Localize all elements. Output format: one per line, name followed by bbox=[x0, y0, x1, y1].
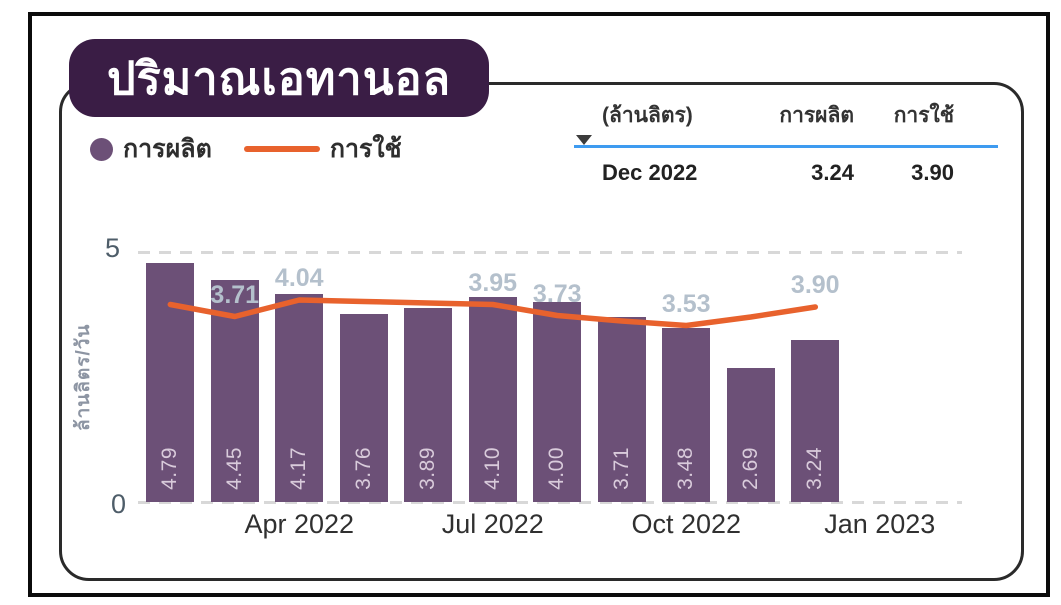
x-tick-oct-2022: Oct 2022 bbox=[631, 509, 742, 539]
table-header-unit[interactable]: (ล้านลิตร) bbox=[602, 104, 693, 127]
bar-aug-2022[interactable]: 4.00 bbox=[533, 302, 582, 502]
chart-card: การผลิต การใช้ (ล้านลิตร) การผลิต การใช้… bbox=[59, 82, 1024, 581]
table-cell-production: 3.24 bbox=[811, 160, 854, 185]
sort-descending-icon[interactable] bbox=[576, 135, 592, 145]
bar-slot: 3.71 bbox=[590, 252, 655, 502]
usage-line[interactable] bbox=[138, 252, 912, 502]
table-header-row: (ล้านลิตร) การผลิต การใช้ bbox=[574, 99, 954, 133]
legend: การผลิต การใช้ bbox=[90, 129, 402, 169]
bar-slot: 2.69 bbox=[719, 252, 784, 502]
gridline-0 bbox=[138, 501, 962, 504]
y-tick-5: 5 bbox=[104, 233, 120, 263]
table-header-usage[interactable]: การใช้ bbox=[893, 104, 954, 127]
usage-line-path[interactable] bbox=[167, 297, 819, 329]
chart-area: 5 0 ล้านลิตร/วัน 4.79 4.45 4.17 3.76 3.89 4.1… bbox=[62, 85, 1021, 578]
plot-area: 4.79 4.45 4.17 3.76 3.89 4.10 4.00 3.71 3.48 2.69… bbox=[138, 251, 962, 504]
bar-jul-2022[interactable]: 4.10 bbox=[468, 297, 517, 502]
page-title: ปริมาณเอทานอล bbox=[106, 53, 452, 104]
usage-line-swatch-icon bbox=[243, 146, 320, 152]
bar-slot: 4.10 bbox=[461, 252, 526, 502]
table-cell-usage: 3.90 bbox=[911, 160, 954, 185]
x-axis: Apr 2022 Jul 2022 Oct 2022 Jan 2023 bbox=[138, 509, 962, 549]
bar-may-2022[interactable]: 3.76 bbox=[339, 314, 388, 502]
table-row[interactable]: Dec 2022 3.24 3.90 bbox=[574, 158, 954, 188]
summary-table: (ล้านลิตร) การผลิต การใช้ Dec 2022 3.24 … bbox=[574, 99, 998, 188]
x-tick-jan-2023: Jan 2023 bbox=[824, 509, 936, 539]
legend-label-production: การผลิต bbox=[123, 135, 212, 163]
bar-slot: 3.89 bbox=[396, 252, 461, 502]
bar-apr-2022[interactable]: 4.17 bbox=[275, 293, 324, 502]
bar-sep-2022[interactable]: 3.71 bbox=[597, 316, 646, 502]
bar-slot: 3.24 bbox=[783, 252, 848, 502]
gridline-5 bbox=[138, 251, 962, 254]
x-tick-apr-2022: Apr 2022 bbox=[244, 509, 355, 539]
table-header-production[interactable]: การผลิต bbox=[779, 104, 854, 127]
y-axis-title: ล้านลิตร/วัน bbox=[73, 323, 94, 431]
bar-oct-2022[interactable]: 3.48 bbox=[662, 328, 711, 502]
production-series-swatch-icon bbox=[90, 137, 113, 161]
title-badge: ปริมาณเอทานอล bbox=[69, 39, 489, 117]
x-tick-jul-2022: Jul 2022 bbox=[441, 509, 544, 539]
outer-frame: การผลิต การใช้ (ล้านลิตร) การผลิต การใช้… bbox=[28, 12, 1050, 597]
legend-label-usage: การใช้ bbox=[329, 135, 402, 163]
bar-slot: 4.17 bbox=[267, 252, 332, 502]
table-cell-period: Dec 2022 bbox=[602, 160, 698, 185]
bar-slot: 3.48 bbox=[654, 252, 719, 502]
bar-nov-2022[interactable]: 2.69 bbox=[726, 367, 775, 502]
bar-dec-2022[interactable]: 3.24 bbox=[791, 340, 840, 502]
bar-slot: 4.00 bbox=[525, 252, 590, 502]
table-divider bbox=[574, 145, 998, 148]
bar-jun-2022[interactable]: 3.89 bbox=[404, 307, 453, 502]
y-tick-0: 0 bbox=[110, 489, 126, 519]
bar-slot: 3.76 bbox=[332, 252, 397, 502]
